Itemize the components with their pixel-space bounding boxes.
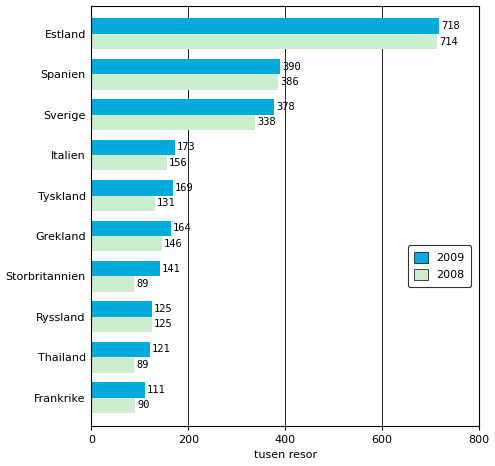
Text: 169: 169 — [175, 183, 194, 193]
Bar — [92, 99, 274, 115]
Text: 386: 386 — [280, 77, 299, 87]
Bar — [92, 382, 145, 397]
Text: 378: 378 — [276, 102, 295, 112]
Bar — [92, 19, 439, 34]
Text: 89: 89 — [137, 279, 149, 289]
Text: 125: 125 — [154, 319, 173, 329]
Bar — [92, 342, 150, 357]
Bar — [92, 196, 155, 211]
Bar — [92, 74, 278, 89]
Bar — [92, 140, 175, 155]
Bar — [92, 397, 135, 413]
Bar — [92, 34, 437, 49]
Text: 111: 111 — [147, 385, 166, 395]
Bar — [92, 180, 173, 196]
Bar — [92, 115, 255, 130]
X-axis label: tusen resor: tusen resor — [253, 451, 317, 460]
Bar — [92, 59, 280, 74]
Text: 125: 125 — [154, 304, 173, 314]
Text: 156: 156 — [169, 158, 188, 168]
Text: 173: 173 — [177, 143, 196, 152]
Text: 131: 131 — [157, 198, 176, 208]
Text: 146: 146 — [164, 239, 183, 248]
Text: 714: 714 — [439, 36, 458, 47]
Text: 390: 390 — [282, 62, 301, 72]
Text: 90: 90 — [137, 400, 149, 410]
Legend: 2009, 2008: 2009, 2008 — [407, 245, 471, 287]
Text: 718: 718 — [441, 21, 460, 31]
Text: 121: 121 — [152, 344, 171, 355]
Bar — [92, 357, 135, 372]
Text: 164: 164 — [173, 223, 192, 233]
Bar — [92, 155, 167, 171]
Bar — [92, 302, 152, 317]
Bar — [92, 220, 171, 236]
Text: 338: 338 — [257, 117, 276, 127]
Bar — [92, 317, 152, 332]
Bar — [92, 276, 135, 292]
Bar — [92, 236, 162, 251]
Text: 141: 141 — [161, 264, 180, 274]
Bar — [92, 261, 160, 276]
Text: 89: 89 — [137, 360, 149, 370]
